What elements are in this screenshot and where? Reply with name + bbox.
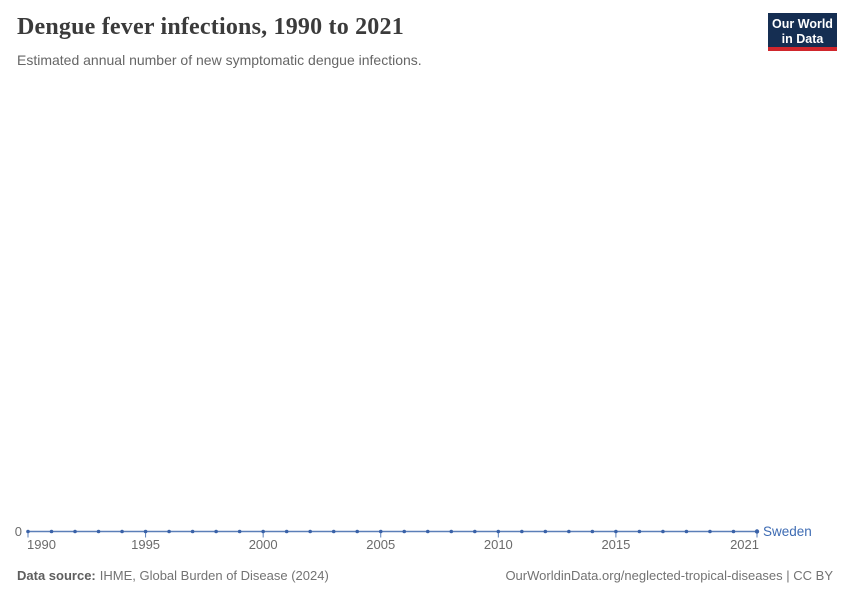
data-point-marker (637, 529, 642, 534)
data-point-marker (661, 529, 665, 534)
data-point-marker (708, 529, 712, 534)
data-point-marker (473, 529, 477, 534)
data-point-marker (143, 529, 148, 534)
data-point-marker (684, 529, 689, 534)
data-point-marker (190, 529, 195, 534)
data-point-marker (73, 529, 77, 534)
data-point-marker (26, 529, 30, 534)
data-source-text: IHME, Global Burden of Disease (2024) (99, 568, 329, 583)
data-point-marker (96, 529, 101, 534)
x-axis-label: 2005 (366, 537, 395, 552)
x-axis-label: 2015 (601, 537, 630, 552)
x-axis-label: 2000 (249, 537, 278, 552)
data-point-marker (214, 529, 218, 534)
x-axis-label: 2021 (730, 537, 759, 552)
data-point-marker (567, 529, 571, 534)
data-point-marker (308, 529, 312, 534)
data-point-marker (167, 529, 171, 534)
data-point-marker (425, 529, 430, 534)
owid-logo-line1: Our World (772, 17, 833, 31)
x-axis-label: 1990 (27, 537, 56, 552)
chart-footer: Data source: IHME, Global Burden of Disea… (17, 568, 833, 583)
data-point-marker (543, 529, 548, 534)
data-point-marker (355, 529, 360, 534)
data-point-marker (449, 529, 454, 534)
data-point-marker (49, 529, 54, 534)
attribution: OurWorldinData.org/neglected-tropical-di… (505, 568, 833, 583)
data-point-marker (331, 529, 336, 534)
data-point-marker (590, 529, 595, 534)
data-point-marker (284, 529, 289, 534)
data-point-marker (731, 529, 736, 534)
data-point-marker (237, 529, 242, 534)
data-source: Data source: IHME, Global Burden of Disea… (17, 568, 329, 583)
entity-label-sweden[interactable]: Sweden (763, 524, 812, 539)
x-axis-label: 2010 (484, 537, 513, 552)
data-point-marker (402, 529, 407, 534)
owid-logo-line2: in Data (781, 32, 824, 46)
data-source-label: Data source: (17, 568, 96, 583)
y-axis-label-zero: 0 (15, 524, 22, 539)
data-point-marker (520, 529, 524, 534)
chart-title: Dengue fever infections, 1990 to 2021 (17, 14, 404, 40)
x-axis-label: 1995 (131, 537, 160, 552)
data-point-marker (614, 529, 618, 534)
data-point-marker (120, 529, 124, 534)
data-point-marker (378, 529, 383, 534)
chart-subtitle: Estimated annual number of new symptomat… (17, 52, 422, 68)
data-point-marker (496, 529, 501, 534)
owid-logo: Our World in Data (768, 13, 837, 51)
data-point-marker (261, 529, 265, 534)
data-point-marker (754, 529, 760, 534)
